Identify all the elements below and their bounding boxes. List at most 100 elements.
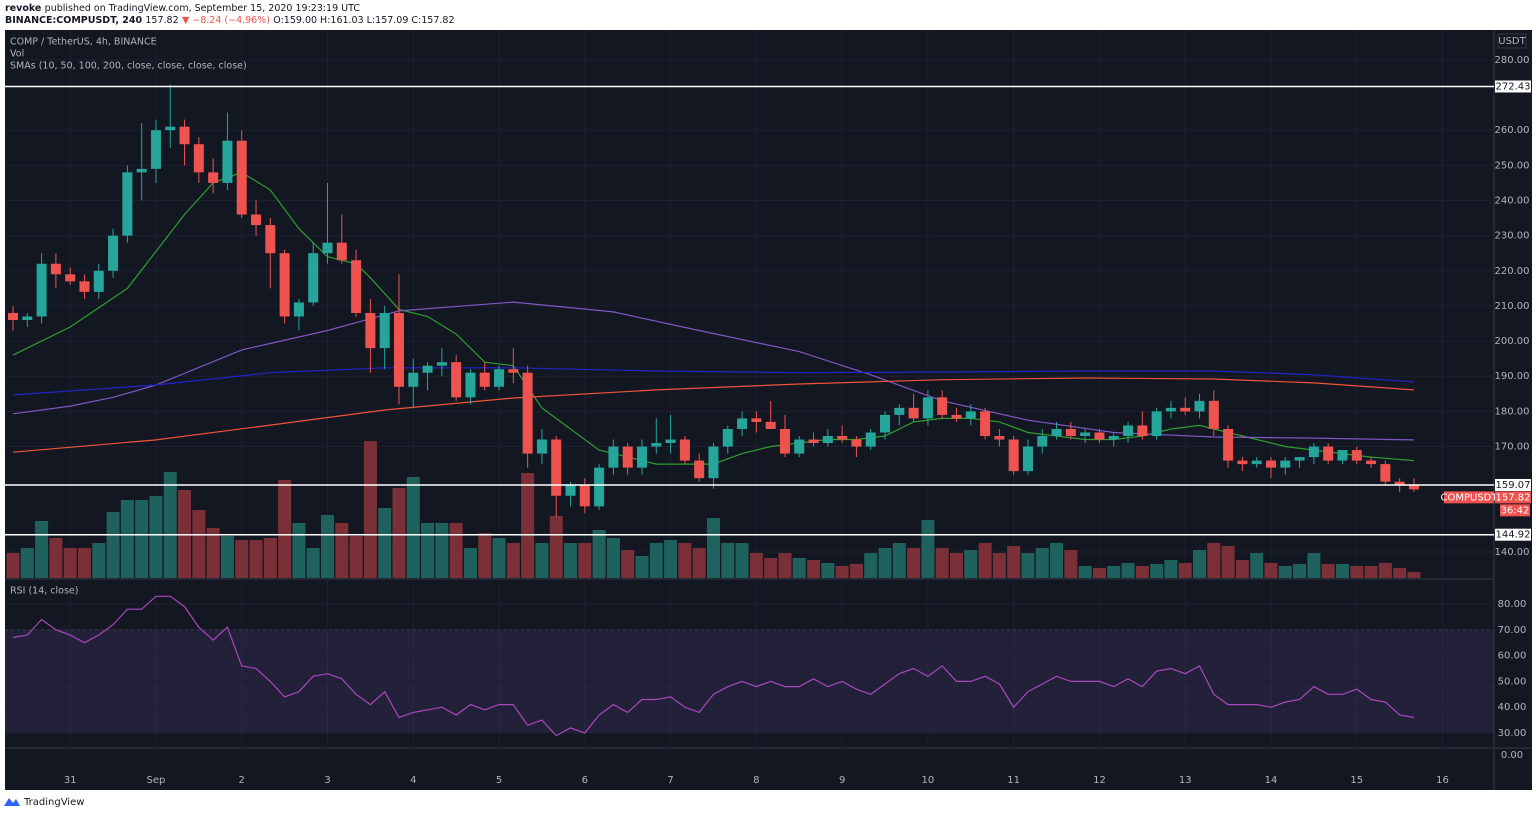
volume-bar <box>77 548 91 578</box>
x-tick-label: 16 <box>1436 775 1449 786</box>
x-tick-label: 2 <box>239 775 245 786</box>
y-tick-label: 170.00 <box>1495 442 1530 453</box>
volume-bar <box>1207 543 1221 578</box>
candle-body <box>279 253 290 317</box>
sma-line <box>12 367 1414 396</box>
candle-body <box>980 411 991 436</box>
x-tick-label: 5 <box>496 775 502 786</box>
y-tick-label: 190.00 <box>1495 371 1530 382</box>
volume-bar <box>621 550 635 578</box>
volume-bar <box>106 512 120 578</box>
candle-body <box>165 126 176 131</box>
candle-body <box>522 372 533 454</box>
x-tick-label: 12 <box>1093 775 1106 786</box>
candle-body <box>1094 432 1105 440</box>
candle-body <box>994 435 1005 440</box>
candle-body <box>594 467 605 507</box>
ohlc: O:159.00 H:161.03 L:157.09 C:157.82 <box>273 15 454 26</box>
candle-body <box>1051 428 1062 436</box>
rsi-bottom-label: 0.00 <box>1501 750 1523 761</box>
volume-bar <box>1193 550 1207 578</box>
volume-bar <box>1335 564 1349 578</box>
y-tick-label: 140.00 <box>1495 547 1530 558</box>
candle-body <box>1294 457 1305 461</box>
volume-bar <box>49 538 63 578</box>
volume-bar <box>592 530 606 578</box>
volume-bar <box>463 548 477 578</box>
candle-body <box>894 407 905 415</box>
volume-bar <box>1092 568 1106 578</box>
volume-bar <box>1235 560 1249 578</box>
candle-body <box>1123 425 1134 436</box>
candle-body <box>1151 411 1162 436</box>
candle-body <box>751 418 762 422</box>
volume-bar <box>321 515 335 578</box>
candle-body <box>1108 435 1119 440</box>
volume-bar <box>692 548 706 578</box>
candle-body <box>608 446 619 468</box>
volume-bar <box>849 564 863 578</box>
x-tick-label: 10 <box>922 775 935 786</box>
volume-bar <box>1378 563 1392 578</box>
candle-body <box>293 302 304 317</box>
volume-bar <box>449 523 463 578</box>
candle-body <box>880 414 891 433</box>
last-price: 157.82 <box>145 15 178 26</box>
level-label: 159.07 <box>1496 480 1531 491</box>
volume-bar <box>1064 550 1078 578</box>
volume-bar <box>706 518 720 578</box>
candle-body <box>265 225 276 254</box>
rsi-line <box>12 595 1415 737</box>
rsi-tick-label: 40.00 <box>1498 702 1527 713</box>
candle-body <box>308 253 319 303</box>
y-tick-label: 200.00 <box>1495 336 1530 347</box>
countdown-bg <box>1500 504 1530 517</box>
volume-bar <box>807 560 821 578</box>
volume-bar <box>421 523 435 578</box>
level-tag <box>1495 80 1531 93</box>
change: ▼ −8.24 (−4.96%) <box>182 15 270 26</box>
footer-text: TradingView <box>23 797 84 808</box>
candle-body <box>365 312 376 349</box>
candle-body <box>408 372 419 387</box>
volume-bar <box>1007 546 1021 578</box>
rsi-tick-label: 30.00 <box>1498 728 1527 739</box>
header-line-1: revoke published on TradingView.com, Sep… <box>5 3 360 14</box>
candle-body <box>837 435 848 440</box>
candle-body <box>322 242 333 254</box>
candle-body <box>1237 460 1248 465</box>
volume-bar <box>92 543 106 578</box>
volume-bar <box>478 533 492 578</box>
candle-body <box>1308 446 1319 458</box>
volume-bar <box>6 553 20 578</box>
volume-bar <box>278 480 292 578</box>
candle-body <box>808 439 819 444</box>
volume-bar <box>578 543 592 578</box>
volume-bar <box>835 566 849 578</box>
level-tag <box>1495 528 1531 541</box>
candle-body <box>1080 432 1091 436</box>
volume-bar <box>1107 566 1121 578</box>
volume-bar <box>878 548 892 578</box>
candle-body <box>251 214 262 226</box>
legend-rsi: RSI (14, close) <box>10 586 78 597</box>
candle-body <box>122 172 133 236</box>
volume-bar <box>649 543 663 578</box>
candle-body <box>236 140 247 215</box>
candle-body <box>1022 446 1033 472</box>
sma-line <box>12 377 1414 453</box>
y-tick-label: 180.00 <box>1495 406 1530 417</box>
x-tick-label: 3 <box>324 775 330 786</box>
volume-bar <box>735 543 749 578</box>
candle-body <box>379 312 390 349</box>
author: revoke <box>5 3 41 14</box>
volume-bar <box>1221 546 1235 578</box>
volume-bar <box>864 553 878 578</box>
candle-body <box>93 270 104 292</box>
candle-body <box>636 446 647 468</box>
candle-body <box>465 372 476 398</box>
volume-bar <box>235 540 249 578</box>
volume-bar <box>35 521 49 578</box>
legend-title: COMP / TetherUS, 4h, BINANCE <box>10 37 157 48</box>
